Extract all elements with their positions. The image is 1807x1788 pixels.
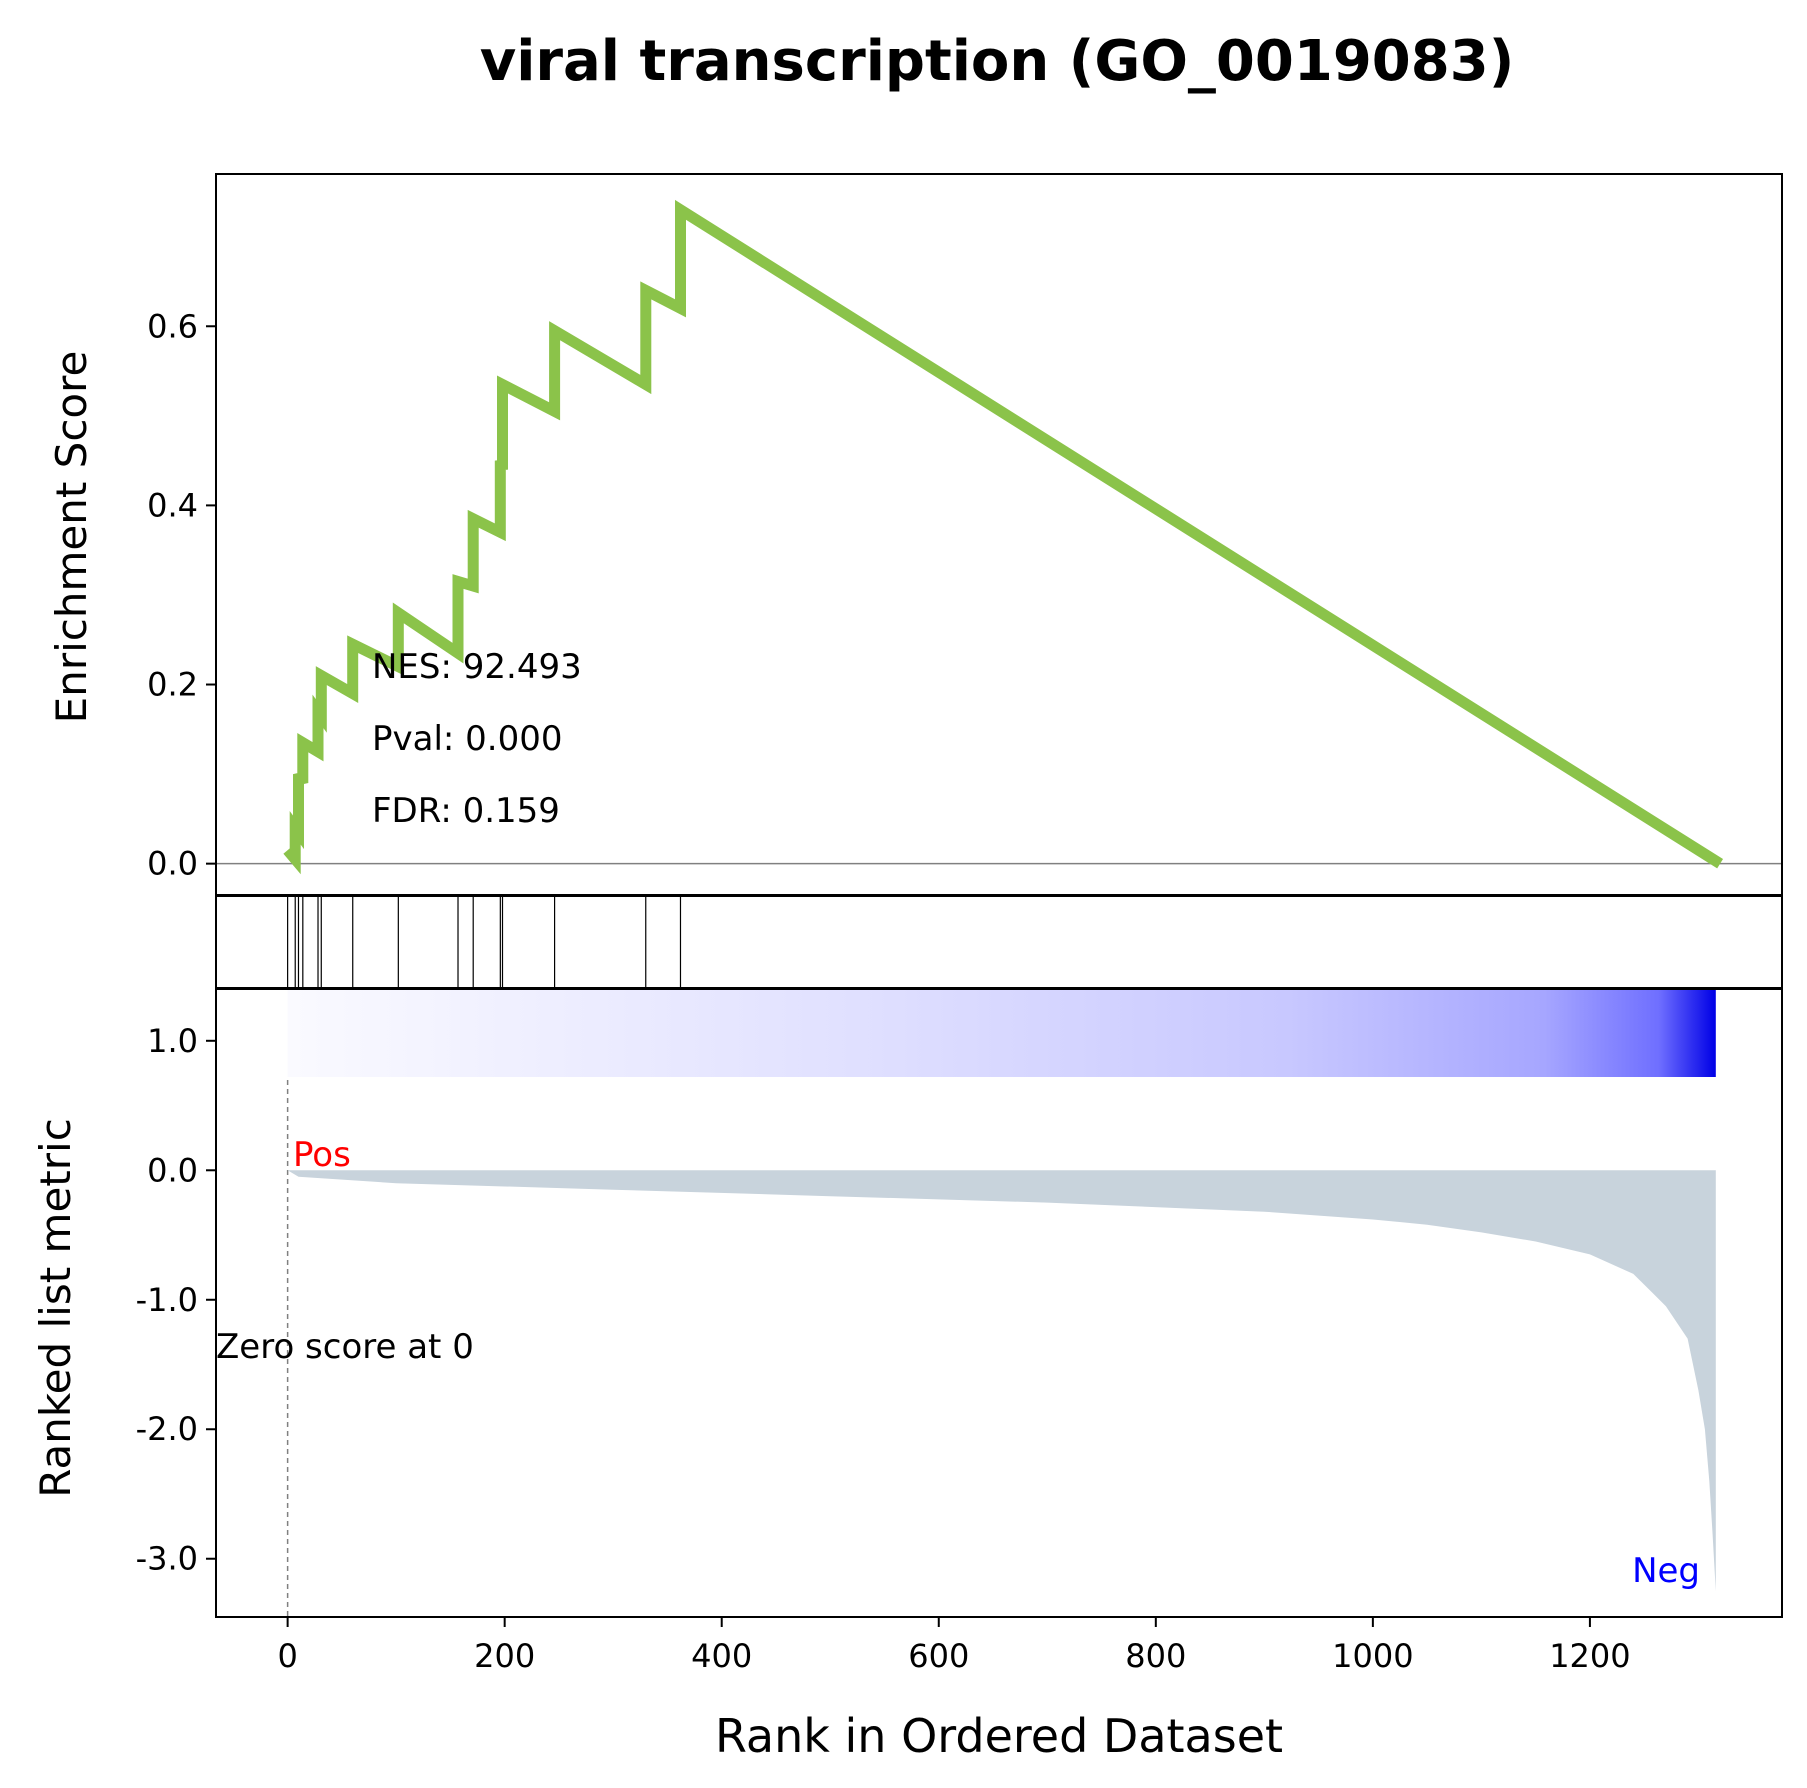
pval-label: Pval: 0.000 bbox=[372, 719, 563, 759]
metric-y-tick-label: 1.0 bbox=[147, 1022, 198, 1060]
es-axis-label: Enrichment Score bbox=[47, 351, 96, 724]
metric-y-tick-label: -2.0 bbox=[136, 1410, 198, 1448]
x-tick-label: 800 bbox=[1125, 1637, 1186, 1675]
pos-label: Pos bbox=[293, 1135, 351, 1175]
zero-score-label: Zero score at 0 bbox=[216, 1327, 474, 1367]
x-tick-label: 1200 bbox=[1549, 1637, 1630, 1675]
chart-title: viral transcription (GO_0019083) bbox=[480, 29, 1515, 94]
es-y-tick-label: 0.2 bbox=[147, 666, 198, 704]
es-y-tick-label: 0.6 bbox=[147, 307, 198, 345]
x-tick-label: 600 bbox=[908, 1637, 969, 1675]
rank-gradient-bar bbox=[287, 989, 1716, 1077]
hits-panel-frame bbox=[215, 895, 1783, 989]
nes-label: NES: 92.493 bbox=[372, 647, 582, 687]
x-tick-label: 0 bbox=[277, 1637, 297, 1675]
hits-panel bbox=[215, 895, 1783, 989]
x-tick-label: 1000 bbox=[1332, 1637, 1413, 1675]
neg-label: Neg bbox=[1632, 1551, 1700, 1591]
metric-axis-label: Ranked list metric bbox=[31, 1118, 80, 1498]
metric-y-tick-label: -1.0 bbox=[136, 1281, 198, 1319]
metric-y-tick-label: 0.0 bbox=[147, 1151, 198, 1189]
metric-panel: 1.0 0.0 -1.0 -2.0 -3.0 Pos Neg Zero score at… bbox=[31, 988, 1783, 1618]
es-y-tick-label: 0.4 bbox=[147, 486, 198, 524]
es-panel-frame bbox=[215, 173, 1783, 896]
metric-panel-frame bbox=[215, 988, 1783, 1618]
x-tick-label: 200 bbox=[474, 1637, 535, 1675]
metric-y-tick-label: -3.0 bbox=[136, 1540, 198, 1578]
es-panel: 0.0 0.2 0.4 0.6 NES: 92.493 Pval: 0.000 FDR… bbox=[47, 173, 1783, 896]
fdr-label: FDR: 0.159 bbox=[372, 791, 560, 831]
running-es-line bbox=[283, 199, 1724, 875]
ranked-metric-area bbox=[287, 1170, 1716, 1592]
es-y-tick-label: 0.0 bbox=[147, 845, 198, 883]
x-tick-label: 400 bbox=[691, 1637, 752, 1675]
x-axis-label: Rank in Ordered Dataset bbox=[715, 1709, 1283, 1763]
